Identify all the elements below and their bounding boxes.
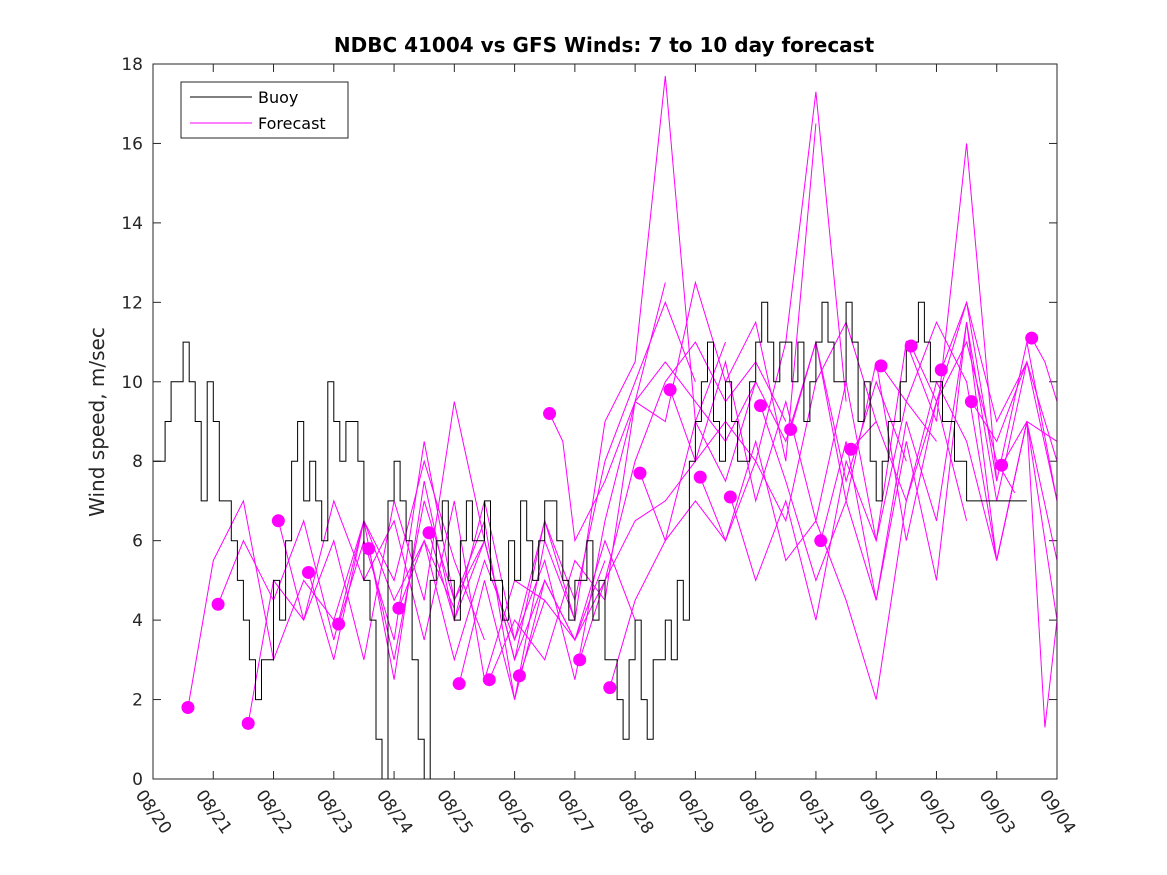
forecast-line (217, 459, 485, 641)
x-tick-label: 08/24 (372, 786, 416, 838)
forecast-start-point (633, 466, 647, 480)
forecast-start-point (663, 383, 677, 397)
x-tick-label: 08/23 (312, 786, 356, 838)
x-tick-label: 09/04 (1035, 786, 1079, 838)
forecast-line (760, 322, 1028, 601)
forecast-start-point (904, 339, 918, 353)
y-tick-label: 18 (121, 55, 143, 75)
x-tick-label: 08/21 (191, 786, 235, 838)
forecast-line (428, 300, 696, 641)
forecast-line (458, 75, 726, 700)
forecast-line (549, 123, 817, 543)
forecast-start-point (964, 395, 978, 409)
x-tick-label: 08/28 (613, 786, 657, 838)
forecast-line (488, 361, 757, 680)
forecast-start-point (784, 422, 798, 436)
x-tick-label: 09/01 (854, 786, 898, 838)
forecast-start-point (693, 470, 707, 484)
legend-forecast-label: Forecast (258, 114, 326, 133)
y-tick-label: 12 (121, 293, 143, 313)
y-tick-label: 10 (121, 373, 143, 393)
x-tick-label: 08/27 (553, 786, 597, 838)
forecast-start-point (723, 490, 737, 504)
forecast-start-point (874, 359, 888, 373)
forecast-line (247, 401, 516, 724)
forecast-line (910, 340, 1016, 494)
forecast-line (940, 300, 1058, 462)
forecast-start-point (301, 565, 315, 579)
forecast-start-point (452, 677, 466, 691)
forecast-start-point (482, 673, 496, 687)
forecast-line (699, 399, 968, 700)
forecast-start-point (211, 597, 225, 611)
x-tick-label: 08/31 (794, 786, 838, 838)
x-tick-label: 08/26 (493, 786, 537, 838)
forecast-line (1001, 420, 1058, 466)
forecast-start-point (332, 617, 346, 631)
forecast-start-point (241, 716, 255, 730)
forecast-start-point (1025, 331, 1039, 345)
x-tick-label: 08/29 (673, 786, 717, 838)
forecast-start-point (814, 534, 828, 548)
forecast-line (669, 359, 937, 541)
y-tick-label: 14 (121, 214, 143, 234)
forecast-line (187, 499, 455, 708)
y-tick-label: 0 (132, 770, 143, 790)
forecast-line (790, 302, 1058, 541)
forecast-start-point (934, 363, 948, 377)
y-tick-label: 4 (132, 611, 143, 631)
forecast-start-point (512, 669, 526, 683)
forecast-line (1031, 337, 1058, 402)
forecast-line (579, 91, 847, 660)
forecast-start-point (844, 442, 858, 456)
chart-title: NDBC 41004 vs GFS Winds: 7 to 10 day for… (334, 33, 875, 57)
forecast-line (398, 282, 666, 680)
legend-buoy-label: Buoy (258, 88, 298, 107)
axis-ticks: 0 2 4 6 8 10 12 14 16 18 08/20 08/21 08/22 08/23 08/24… (121, 55, 1079, 838)
forecast-start-point (543, 407, 557, 421)
x-tick-label: 08/20 (131, 786, 175, 838)
forecast-start-point (392, 601, 406, 615)
x-tick-label: 08/22 (251, 786, 295, 838)
forecast-start-point (753, 399, 767, 413)
forecast-start-point (422, 526, 436, 540)
forecast-line (729, 143, 998, 621)
y-tick-label: 8 (132, 452, 143, 472)
plot-data (152, 75, 1058, 780)
forecast-start-point (603, 681, 617, 695)
forecast-start-point (995, 458, 1009, 472)
forecast-line (609, 320, 877, 688)
plot-frame (152, 63, 1058, 780)
forecast-start-point (181, 701, 195, 714)
x-tick-label: 08/25 (432, 786, 476, 838)
legend-box (180, 81, 349, 139)
forecast-line (518, 341, 787, 676)
y-tick-label: 16 (121, 134, 143, 154)
y-tick-label: 6 (132, 532, 143, 552)
x-tick-label: 09/02 (914, 786, 958, 838)
x-tick-label: 08/30 (734, 786, 778, 838)
y-axis-label: Wind speed, m/sec (85, 327, 109, 517)
forecast-line (880, 320, 1058, 728)
forecast-start-point (362, 542, 376, 556)
legend: Buoy Forecast (180, 81, 349, 139)
y-tick-label: 2 (132, 691, 143, 711)
buoy-line (152, 301, 1027, 780)
x-tick-label: 09/03 (975, 786, 1019, 838)
forecast-start-point (271, 514, 285, 528)
forecast-start-point (573, 653, 587, 667)
